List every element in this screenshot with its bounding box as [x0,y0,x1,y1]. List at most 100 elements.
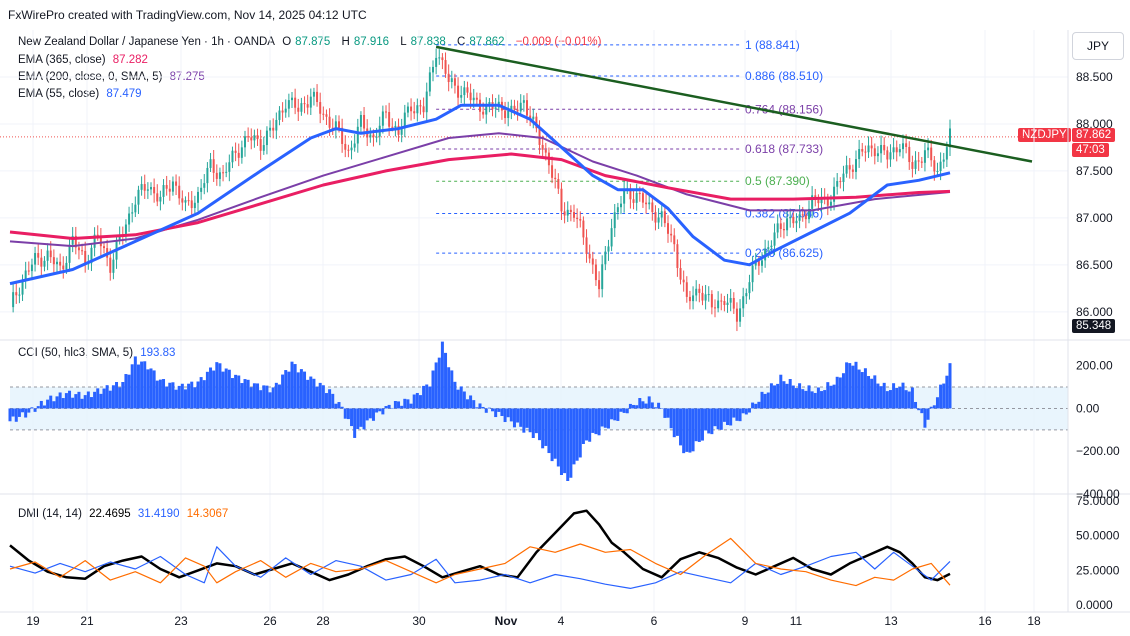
candle-body [284,108,287,113]
price-pane[interactable]: 1 (88.841) 0.886 (88.510) 0.764 (88.156) 0.… [0,38,1068,332]
candle-body [779,223,782,229]
candle-body [573,212,575,218]
candle-body [90,247,93,264]
candle-body [485,105,488,115]
currency-button[interactable]: JPY [1072,32,1124,60]
dmi-legend[interactable]: DMI (14, 14) 22.4695 31.4190 14.3067 [18,508,232,520]
ema365-legend[interactable]: EMA (365, close) 87.282 [18,54,152,66]
candle-body [406,106,409,113]
candle-body [494,107,497,109]
candle-body [438,57,441,59]
candle-body [99,235,102,247]
candle-body [372,134,375,138]
candle-body [212,159,215,173]
candle-body [864,151,867,153]
candle-body [732,297,735,309]
candle-body [770,245,773,248]
candle-body [554,177,557,180]
candle-body [244,136,246,148]
dmi-tick-label: 50.0000 [1076,529,1120,543]
candle-body [422,106,425,113]
candle-body [137,189,140,205]
candle-body [892,147,895,153]
candle-body [413,111,416,114]
candle-body [754,260,757,266]
ema55-line [9,103,951,286]
candle-body [363,114,366,129]
x-tick-label: 23 [174,614,188,628]
candle-body [789,216,792,219]
cci-value: 193.83 [140,347,176,359]
candle-body [453,78,456,86]
candle-body [851,169,854,172]
candle-body [175,181,178,186]
price-tick-label: 86.500 [1076,258,1113,272]
price-tick-label: 88.000 [1076,117,1113,131]
candle-body [316,91,319,103]
candle-body [519,102,522,112]
candle-body [717,300,720,309]
candle-body [444,60,447,74]
candle-body [767,247,770,250]
candle-body [908,146,911,163]
candle-body [529,115,532,120]
candle-body [544,149,547,153]
candle-body [103,246,105,249]
candle-body [923,150,926,163]
candle-body [598,280,601,290]
candle-body [641,193,644,203]
candle-body [729,297,732,303]
candle-body [128,213,131,225]
x-tick-label: 9 [742,614,749,628]
candle-body [237,152,240,158]
candle-body [692,295,695,302]
candle-body [688,296,691,302]
candle-body [359,114,362,127]
candle-body [513,105,516,110]
dmi-pane[interactable] [9,509,951,590]
candle-body [576,217,579,220]
candle-body [181,198,184,203]
x-tick-label: 28 [316,614,330,628]
candle-body [475,97,478,100]
candle-body [663,211,666,224]
candle-body [259,139,262,151]
candle-body [334,121,337,130]
cci-label: CCI (50, hlc3, SMA, 5) [18,347,134,359]
candle-body [150,187,152,190]
symbol-name[interactable]: New Zealand Dollar / Japanese Yen · 1h ·… [18,36,275,48]
candle-body [425,91,428,113]
candle-body [911,162,914,169]
candle-body [927,147,930,151]
candle-body [579,219,582,221]
candle-body [15,292,18,296]
candle-body [65,262,68,270]
candle-body [782,228,785,231]
candle-body [936,171,939,173]
candle-body [538,128,541,145]
candle-body [726,302,729,305]
candle-body [143,184,146,191]
candle-body [240,147,243,158]
candle-body [651,202,654,213]
cci-pane[interactable] [8,341,1068,481]
x-tick-label: 16 [978,614,992,628]
candle-body [165,185,168,189]
candle-body [347,149,350,151]
candle-body [187,200,190,202]
candle-body [62,265,65,270]
candle-body [604,251,607,265]
candle-body [353,143,356,148]
candle-body [939,161,942,172]
low-price-tag: 85.348 [1072,319,1116,333]
candle-body [338,121,340,128]
candle-body [21,279,24,295]
ema55-legend[interactable]: EMA (55, close) 87.479 [18,88,146,100]
candle-body [322,113,325,115]
candle-body [447,73,450,83]
grid [0,30,1068,612]
x-tick-label: 18 [1027,614,1041,628]
candle-body [801,214,804,216]
cci-legend[interactable]: CCI (50, hlc3, SMA, 5) 193.83 [18,347,179,359]
